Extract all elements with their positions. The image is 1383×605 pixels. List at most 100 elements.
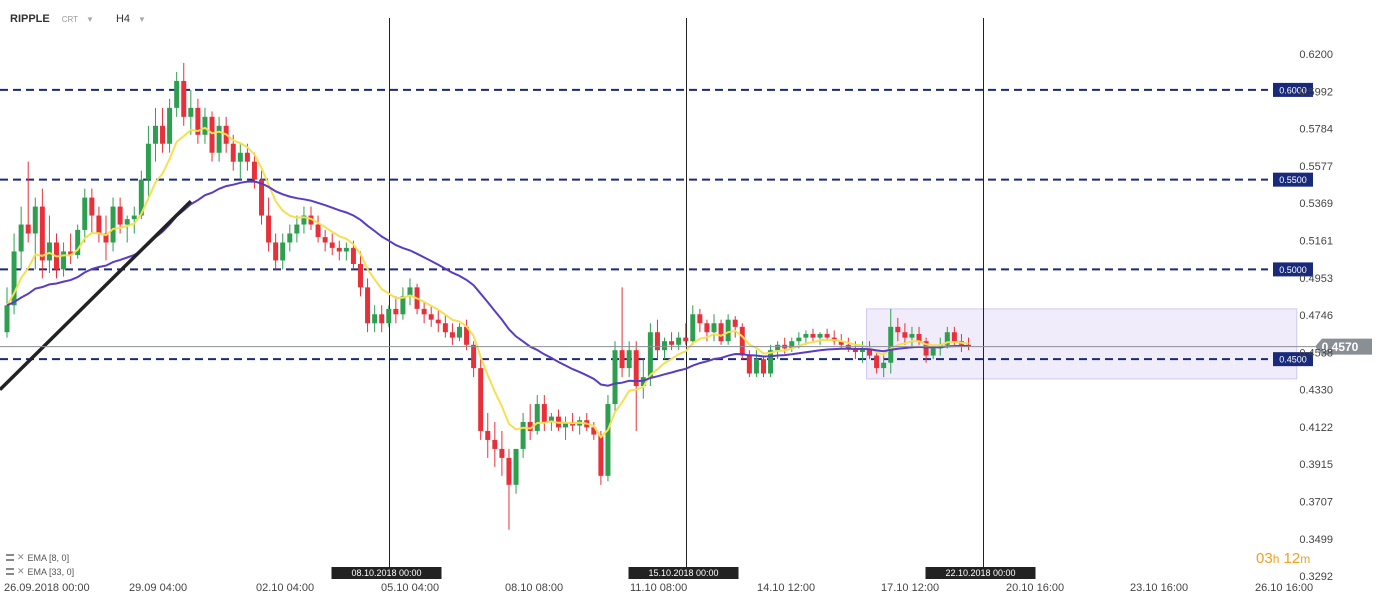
candle-body	[160, 125, 166, 144]
ema-8-line	[6, 126, 969, 439]
candle-body	[152, 125, 158, 144]
candle-body	[492, 439, 498, 449]
candle-body	[358, 264, 363, 288]
candle-body	[202, 116, 208, 135]
x-tick-label: 14.10 12:00	[757, 582, 815, 594]
y-tick-label: 0.5992	[1299, 86, 1333, 98]
candle-body	[633, 350, 639, 387]
candle-body	[838, 341, 844, 345]
date-marker-tag	[628, 567, 739, 579]
y-tick-label: 0.3292	[1299, 571, 1333, 583]
x-tick-label: 02.10 04:00	[256, 582, 314, 594]
candle-body	[541, 404, 547, 422]
level-tag	[1273, 262, 1313, 277]
candle-body	[485, 430, 491, 440]
level-tag	[1273, 352, 1313, 367]
date-marker-tag	[331, 567, 442, 579]
candle-body	[478, 368, 484, 431]
candle-body	[909, 334, 915, 338]
indicator-settings-icon[interactable]	[6, 568, 14, 575]
candle-body	[916, 334, 922, 342]
timeframe-selector[interactable]: H4	[115, 13, 131, 25]
candle-body	[605, 404, 611, 476]
candle-body	[888, 326, 894, 363]
symbol-label[interactable]: RIPPLE	[10, 13, 50, 25]
trendline	[0, 199, 193, 391]
x-tick-label: 26.10 16:00	[1255, 582, 1313, 594]
chevron-down-icon[interactable]: ▼	[86, 14, 94, 24]
consolidation-box	[866, 308, 1298, 380]
candle-body	[195, 107, 201, 135]
candle-body	[810, 334, 816, 338]
candle-body	[563, 421, 569, 428]
candle-body	[902, 332, 908, 338]
candle-body	[89, 197, 95, 216]
candle-body	[25, 224, 31, 234]
candle-body	[881, 362, 887, 369]
candle-body	[471, 344, 477, 369]
indicator-legend-ema8[interactable]: ✕ EMA [8, 0]	[6, 552, 69, 563]
level-label: 0.4500	[1279, 355, 1307, 365]
x-tick-label: 20.10 16:00	[1006, 582, 1064, 594]
candle-body	[690, 314, 696, 342]
candle-body	[732, 319, 738, 327]
candle-body	[103, 233, 109, 243]
candle-body	[746, 355, 752, 374]
candle-body	[662, 341, 668, 351]
x-tick-label: 05.10 04:00	[381, 582, 439, 594]
candle-body	[683, 337, 689, 342]
close-icon[interactable]: ✕	[17, 566, 25, 576]
timer-hours-unit: h	[1272, 552, 1280, 566]
candle-body	[803, 334, 809, 338]
candle-body	[329, 242, 335, 248]
candle-body	[209, 116, 215, 153]
candle-body	[400, 296, 406, 315]
candle-body	[534, 404, 540, 431]
candle-body	[874, 355, 880, 369]
candle-body	[711, 323, 717, 333]
candle-body	[68, 251, 74, 256]
y-tick-label: 0.6200	[1299, 49, 1333, 61]
candle-body	[944, 332, 950, 345]
candle-body	[110, 206, 116, 243]
chart-type-selector[interactable]: CRT	[61, 14, 79, 24]
y-tick-label: 0.4953	[1299, 273, 1333, 285]
date-marker-tag	[925, 567, 1036, 579]
candle-body	[273, 242, 279, 261]
candle-body	[4, 305, 10, 333]
candle-body	[428, 314, 434, 320]
y-tick-label: 0.4746	[1299, 310, 1333, 322]
x-tick-label: 08.10 08:00	[505, 582, 563, 594]
candle-body	[251, 161, 257, 180]
candle-body	[308, 215, 314, 225]
candle-body	[895, 326, 901, 333]
candle-body	[287, 233, 293, 243]
indicator-label: EMA [8, 0]	[27, 552, 70, 563]
candle-body	[718, 323, 724, 342]
date-marker-label: 15.10.2018 00:00	[648, 568, 718, 578]
candle-body	[824, 334, 830, 338]
level-label: 0.5500	[1279, 175, 1307, 185]
y-tick-label: 0.4122	[1299, 422, 1333, 434]
chevron-down-icon[interactable]: ▼	[138, 14, 146, 24]
x-tick-label: 17.10 12:00	[881, 582, 939, 594]
candle-body	[697, 314, 703, 324]
candle-body	[393, 308, 399, 315]
candle-body	[456, 326, 462, 338]
date-marker-label: 08.10.2018 00:00	[351, 568, 421, 578]
current-price-label: 0.4570	[1322, 340, 1359, 354]
candle-body	[966, 344, 972, 347]
candle-body	[386, 308, 392, 324]
candle-body	[591, 427, 597, 435]
indicator-legend-ema33[interactable]: ✕ EMA [33, 0]	[6, 566, 74, 577]
candle-body	[188, 107, 194, 117]
candle-body	[61, 251, 67, 270]
candle-body	[704, 323, 710, 333]
candle-body	[372, 314, 378, 324]
indicator-settings-icon[interactable]	[6, 554, 14, 561]
candle-body	[365, 287, 371, 324]
close-icon[interactable]: ✕	[17, 552, 25, 562]
date-marker-label: 22.10.2018 00:00	[945, 568, 1015, 578]
y-tick-label: 0.5577	[1299, 161, 1333, 173]
